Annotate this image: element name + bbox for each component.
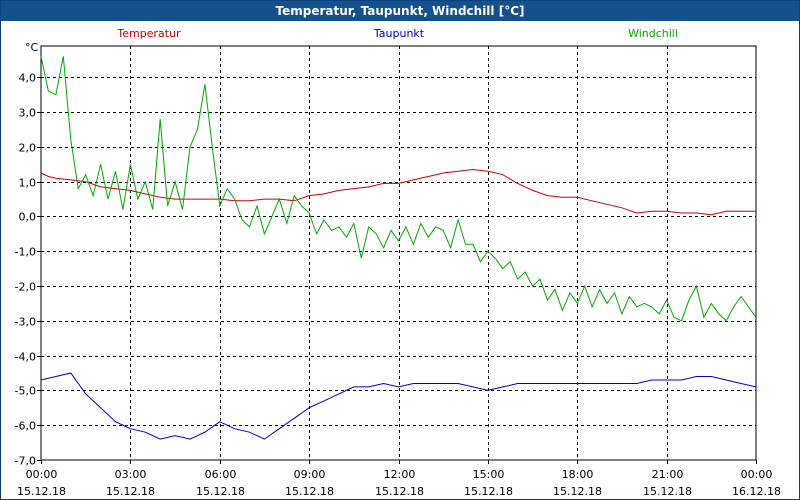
series-line-taupunkt xyxy=(40,372,757,440)
x-tick-time: 09:00 xyxy=(294,468,326,481)
x-tick-date: 15.12.18 xyxy=(375,485,424,498)
y-tick-label: 4,0 xyxy=(19,72,37,85)
x-tick-date: 16.12.18 xyxy=(732,485,781,498)
y-axis-unit: °C xyxy=(25,41,39,54)
x-tick-date: 15.12.18 xyxy=(17,485,66,498)
y-tick-label: -4,0 xyxy=(15,351,36,364)
x-tick-date: 15.12.18 xyxy=(106,485,155,498)
y-tick-label: 2,0 xyxy=(19,142,37,155)
x-tick-date: 15.12.18 xyxy=(285,485,334,498)
x-tick-date: 15.12.18 xyxy=(643,485,692,498)
series-line-windchill xyxy=(40,56,757,322)
x-tick-time: 00:00 xyxy=(26,468,58,481)
series-lines xyxy=(40,56,757,440)
x-tick-time: 06:00 xyxy=(205,468,237,481)
plot-area xyxy=(40,45,757,461)
legend: Temperatur Taupunkt Windchill xyxy=(116,27,678,40)
x-tick-time: 15:00 xyxy=(473,468,505,481)
grid xyxy=(41,46,756,460)
chart-title: Temperatur, Taupunkt, Windchill [°C] xyxy=(275,4,525,18)
series-line-temperatur xyxy=(40,168,756,216)
y-tick-label: -3,0 xyxy=(15,316,36,329)
y-tick-label: -1,0 xyxy=(15,246,36,259)
y-tick-label: -2,0 xyxy=(15,281,36,294)
title-bar: Temperatur, Taupunkt, Windchill [°C] xyxy=(1,1,799,21)
x-tick-time: 12:00 xyxy=(384,468,416,481)
y-tick-label: -6,0 xyxy=(15,420,36,433)
y-tick-label: 1,0 xyxy=(19,177,37,190)
x-tick-time: 03:00 xyxy=(115,468,147,481)
x-tick-date: 15.12.18 xyxy=(553,485,602,498)
y-tick-label: -7,0 xyxy=(15,455,36,468)
legend-taupunkt: Taupunkt xyxy=(373,27,425,40)
x-axis: 00:00 15.12.18 03:00 15.12.18 06:00 15.12.18 0… xyxy=(17,460,781,498)
y-axis: -7,0 -6,0 -5,0 -4,0 -3,0 -2,0 -1,0 0,0 1,0 2,0 3,0… xyxy=(15,72,41,468)
legend-temperatur: Temperatur xyxy=(116,27,181,40)
x-tick-date: 15.12.18 xyxy=(464,485,513,498)
x-tick-time: 18:00 xyxy=(562,468,594,481)
legend-windchill: Windchill xyxy=(628,27,678,40)
y-tick-label: 3,0 xyxy=(19,107,37,120)
x-tick-time: 21:00 xyxy=(652,468,684,481)
x-tick-date: 15.12.18 xyxy=(196,485,245,498)
y-tick-label: -5,0 xyxy=(15,385,36,398)
y-tick-label: 0,0 xyxy=(19,211,37,224)
x-tick-time: 00:00 xyxy=(741,468,773,481)
